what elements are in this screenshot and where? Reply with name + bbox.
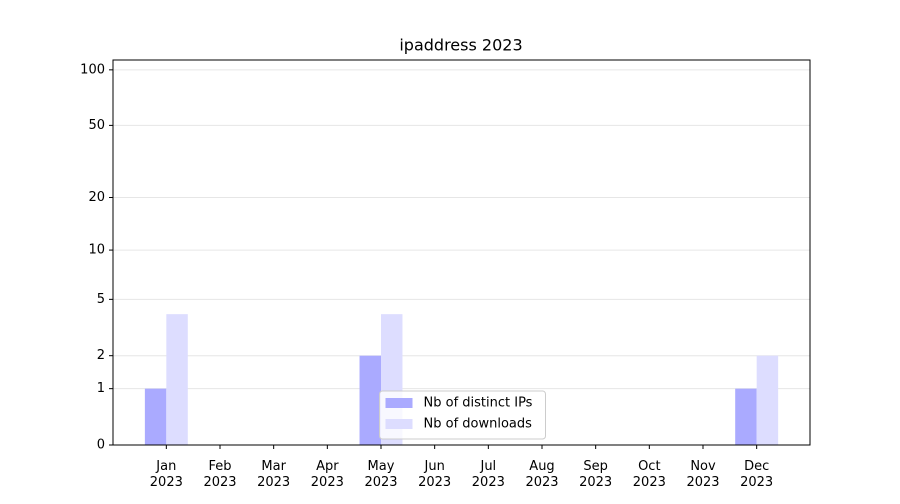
y-tick-label: 5: [97, 292, 105, 307]
y-tick-label: 10: [88, 243, 105, 258]
x-tick-label: May 2023: [364, 459, 397, 490]
x-tick-label: Jan 2023: [150, 459, 183, 490]
bar: [166, 314, 188, 445]
legend-label: Nb of downloads: [424, 417, 533, 432]
x-tick-label: Jul 2023: [472, 459, 505, 490]
y-tick-label: 50: [88, 118, 105, 133]
x-tick-label: Sep 2023: [579, 459, 612, 490]
y-tick-label: 100: [80, 62, 105, 77]
x-tick-label: Jun 2023: [418, 459, 451, 490]
legend-label: Nb of distinct IPs: [424, 396, 533, 411]
x-tick-label: Apr 2023: [311, 459, 344, 490]
chart-title: ipaddress 2023: [399, 36, 522, 55]
bar: [144, 388, 167, 445]
x-tick-label: Aug 2023: [525, 459, 558, 490]
x-tick-label: Oct 2023: [633, 459, 666, 490]
y-tick-label: 0: [97, 438, 105, 453]
bar: [735, 388, 757, 445]
bar: [756, 355, 779, 445]
x-tick-label: Nov 2023: [686, 459, 719, 490]
y-tick-label: 2: [97, 348, 105, 363]
plot-frame: [112, 59, 811, 446]
x-tick-label: Mar 2023: [257, 459, 290, 490]
x-tick-label: Dec 2023: [740, 459, 773, 490]
bar: [359, 355, 381, 445]
y-tick-label: 1: [97, 381, 105, 396]
legend-swatch: [385, 398, 413, 408]
legend-swatch: [385, 419, 413, 429]
legend-box: [379, 390, 546, 440]
y-tick-label: 20: [88, 190, 105, 205]
x-tick-label: Feb 2023: [203, 459, 236, 490]
